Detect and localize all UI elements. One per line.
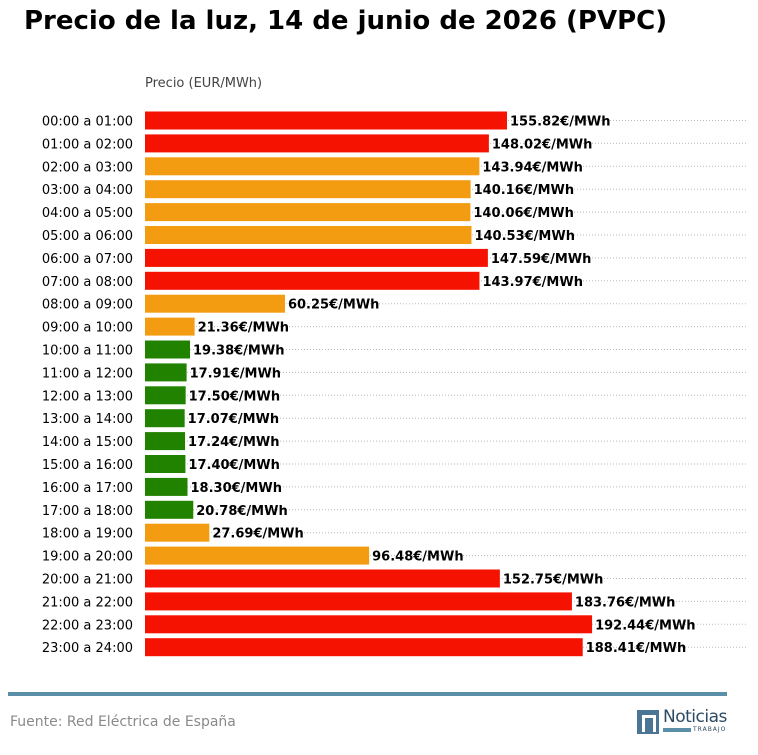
bar [145,317,195,336]
bar [145,409,185,428]
category-tick-label: 04:00 a 05:00 [42,206,133,221]
bar [145,386,186,405]
value-label: 18.30€/MWh [191,481,282,496]
bar [145,180,471,199]
bar [145,111,507,130]
value-label: 17.91€/MWh [190,366,281,381]
category-tick-label: 02:00 a 03:00 [42,160,133,175]
value-label: 140.06€/MWh [473,206,574,221]
category-tick-label: 00:00 a 01:00 [42,115,133,130]
bar [145,546,370,565]
category-tick-label: 07:00 a 08:00 [42,275,133,290]
value-label: 17.24€/MWh [188,435,279,450]
value-label: 143.97€/MWh [482,275,583,290]
bar [145,248,488,267]
value-label: 21.36€/MWh [198,321,289,336]
bar [145,500,194,519]
category-tick-label: 13:00 a 14:00 [42,412,133,427]
value-label: 17.07€/MWh [188,412,279,427]
value-label: 20.78€/MWh [196,504,287,519]
bar [145,523,210,542]
category-tick-label: 03:00 a 04:00 [42,183,133,198]
bar [145,294,285,313]
price-bar-chart: Precio (EUR/MWh) 00:00 a 01:00 01:00 a 02… [42,76,748,657]
value-label: 183.76€/MWh [575,595,676,610]
bars [145,111,593,657]
category-tick-label: 12:00 a 13:00 [42,389,133,404]
value-label: 17.50€/MWh [189,389,280,404]
x-axis-label: Precio (EUR/MWh) [145,76,262,91]
category-tick-label: 08:00 a 09:00 [42,298,133,313]
bar [145,455,186,473]
value-label: 19.38€/MWh [193,344,284,359]
bar [145,615,593,634]
value-label: 96.48€/MWh [372,550,463,565]
bar [145,226,472,244]
value-label: 188.41€/MWh [586,641,687,656]
category-tick-label: 10:00 a 11:00 [42,344,133,359]
category-tick-label: 19:00 a 20:00 [42,550,133,565]
value-label: 152.75€/MWh [503,573,604,588]
category-tick-label: 11:00 a 12:00 [42,366,133,381]
value-label: 27.69€/MWh [212,527,303,542]
value-labels: 155.82€/MWh 148.02€/MWh 143.94€/MWh 140.16€… [188,115,696,657]
bar [145,569,500,588]
bar [145,271,480,290]
category-tick-label: 18:00 a 19:00 [42,527,133,542]
bar [145,363,187,382]
value-label: 140.16€/MWh [474,183,574,198]
category-tick-label: 06:00 a 07:00 [42,252,133,267]
value-label: 147.59€/MWh [491,252,592,267]
logo-mark-icon [637,710,659,734]
bar [145,203,471,222]
category-tick-label: 20:00 a 21:00 [42,573,133,588]
footer-divider [8,692,727,696]
brand-logo[interactable]: Noticias TRABAJO [637,707,729,735]
value-label: 60.25€/MWh [288,298,379,313]
source-note: Fuente: Red Eléctrica de España [10,714,236,730]
value-label: 140.53€/MWh [474,229,575,244]
category-tick-label: 15:00 a 16:00 [42,458,133,473]
value-label: 155.82€/MWh [510,115,611,130]
bar [145,638,583,657]
category-tick-label: 05:00 a 06:00 [42,229,133,244]
bar [145,340,191,359]
bar [145,592,572,611]
category-tick-label: 09:00 a 10:00 [42,321,133,336]
bar [145,477,188,496]
category-tick-label: 22:00 a 23:00 [42,618,133,633]
category-tick-label: 17:00 a 18:00 [42,504,133,519]
logo-underline [663,728,691,732]
logo-subtext: TRABAJO [693,726,727,733]
category-tick-label: 01:00 a 02:00 [42,137,133,152]
bar [145,432,186,451]
value-label: 143.94€/MWh [482,160,583,175]
bar [145,134,489,153]
category-tick-label: 21:00 a 22:00 [42,595,133,610]
category-tick-label: 23:00 a 24:00 [42,641,133,656]
grid-lines [145,120,748,648]
value-label: 192.44€/MWh [595,618,696,633]
category-tick-label: 16:00 a 17:00 [42,481,133,496]
value-label: 148.02€/MWh [492,137,593,152]
value-label: 17.40€/MWh [188,458,279,473]
bar [145,157,480,176]
category-tick-labels: 00:00 a 01:00 01:00 a 02:00 02:00 a 03:00 0… [42,115,133,657]
logo-text: Noticias [663,707,727,727]
category-tick-label: 14:00 a 15:00 [42,435,133,450]
chart-title: Precio de la luz, 14 de junio de 2026 (P… [24,6,668,36]
